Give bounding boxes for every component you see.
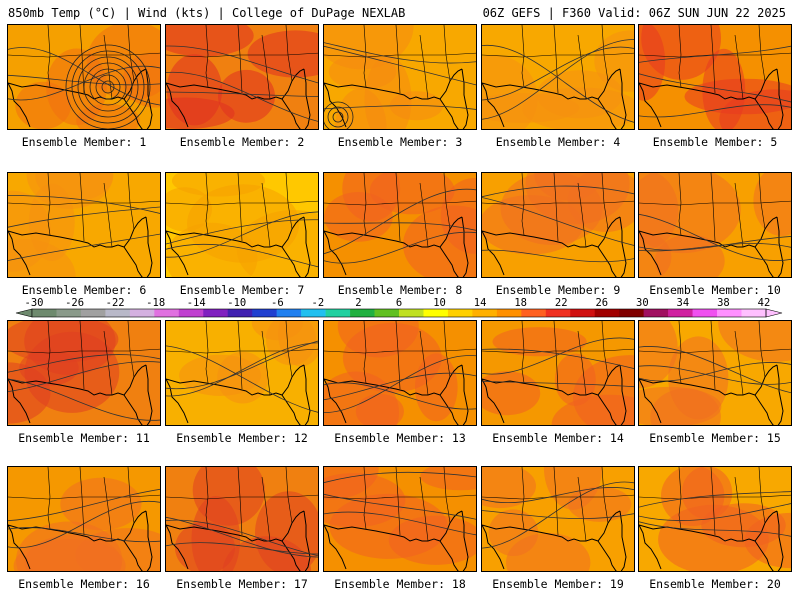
colorbar-swatch	[472, 309, 498, 317]
colorbar-swatch	[619, 309, 644, 317]
ensemble-member-map	[638, 466, 792, 572]
ensemble-member-label: Ensemble Member: 1	[21, 135, 147, 149]
colorbar-swatch	[227, 309, 253, 317]
ensemble-member-map	[7, 172, 161, 278]
ensemble-member-map	[638, 24, 792, 130]
colorbar-swatch	[105, 309, 131, 317]
colorbar-tick-label: 18	[514, 297, 527, 309]
colorbar-swatch	[350, 309, 375, 317]
ensemble-member-label: Ensemble Member: 16	[18, 577, 150, 591]
colorbar-tick-label: 38	[717, 297, 730, 309]
ensemble-member-label: Ensemble Member: 18	[334, 577, 466, 591]
ensemble-member-label: Ensemble Member: 15	[649, 431, 781, 445]
colorbar-tick-label: 30	[636, 297, 649, 309]
ensemble-member-label: Ensemble Member: 5	[652, 135, 778, 149]
colorbar-swatch	[325, 309, 351, 317]
colorbar-swatch	[521, 309, 547, 317]
map-title: 850mb Temp (°C) | Wind (kts) | College o…	[8, 6, 406, 20]
ensemble-member-label: Ensemble Member: 3	[337, 135, 463, 149]
ensemble-member-label: Ensemble Member: 14	[492, 431, 624, 445]
ensemble-member-map	[165, 466, 319, 572]
ensemble-member-map	[481, 172, 635, 278]
colorbar-swatch	[692, 309, 718, 317]
colorbar-swatch	[374, 309, 400, 317]
colorbar-tick-label: 26	[595, 297, 609, 309]
ensemble-member-label: Ensemble Member: 19	[492, 577, 624, 591]
colorbar-swatch	[717, 309, 742, 317]
model-run-info: 06Z GEFS | F360 Valid: 06Z SUN JUN 22 20…	[482, 6, 786, 20]
ensemble-member-map	[7, 320, 161, 426]
ensemble-member-map	[638, 172, 792, 278]
colorbar-min-arrow	[15, 308, 33, 318]
colorbar-swatch	[252, 309, 277, 317]
colorbar-swatch	[154, 309, 180, 317]
ensemble-member-map	[323, 466, 477, 572]
colorbar-swatch	[178, 309, 204, 317]
ensemble-member-label: Ensemble Member: 7	[179, 283, 305, 297]
colorbar-swatch	[399, 309, 424, 317]
ensemble-member-map	[638, 320, 792, 426]
ensemble-member-label: Ensemble Member: 4	[495, 135, 621, 149]
colorbar-swatch	[668, 309, 693, 317]
ensemble-member-label: Ensemble Member: 11	[18, 431, 150, 445]
ensemble-member-label: Ensemble Member: 12	[176, 431, 308, 445]
colorbar-tick-label: 22	[554, 297, 568, 309]
colorbar-swatch	[741, 309, 767, 317]
colorbar-tick-label: -10	[227, 297, 247, 309]
colorbar-tick-label: -14	[186, 297, 206, 309]
colorbar-swatch	[643, 309, 669, 317]
ensemble-member-map	[7, 466, 161, 572]
ensemble-member-map	[323, 320, 477, 426]
ensemble-member-label: Ensemble Member: 10	[649, 283, 781, 297]
ensemble-member-label: Ensemble Member: 8	[337, 283, 463, 297]
temperature-colorbar	[15, 308, 783, 318]
ensemble-member-label: Ensemble Member: 17	[176, 577, 308, 591]
colorbar-tick-label: -6	[271, 297, 284, 309]
colorbar-tick-label: 6	[395, 297, 403, 309]
colorbar-tick-label: -30	[24, 297, 44, 309]
colorbar-tick-label: 10	[433, 297, 446, 309]
ensemble-member-map	[481, 24, 635, 130]
ensemble-member-map	[481, 466, 635, 572]
colorbar-swatch	[203, 309, 229, 317]
colorbar-tick-label: 34	[676, 297, 690, 309]
ensemble-member-label: Ensemble Member: 9	[495, 283, 621, 297]
colorbar-swatch	[570, 309, 596, 317]
ensemble-member-label: Ensemble Member: 20	[649, 577, 781, 591]
colorbar-tick-label: -18	[146, 297, 166, 309]
colorbar-swatch	[496, 309, 522, 317]
colorbar-tick-label: -22	[105, 297, 125, 309]
colorbar-swatch	[32, 309, 57, 317]
colorbar-max-arrow	[765, 308, 783, 318]
ensemble-member-map	[323, 172, 477, 278]
colorbar-swatch	[545, 309, 571, 317]
ensemble-member-map	[165, 172, 319, 278]
colorbar-swatch	[301, 309, 326, 317]
ensemble-member-label: Ensemble Member: 13	[334, 431, 466, 445]
colorbar-tick-label: 42	[757, 297, 771, 309]
colorbar-swatch	[447, 309, 473, 317]
ensemble-member-map	[323, 24, 477, 130]
colorbar-tick-label: -26	[65, 297, 85, 309]
ensemble-member-label: Ensemble Member: 6	[21, 283, 147, 297]
ensemble-member-map	[165, 320, 319, 426]
ensemble-member-map	[165, 24, 319, 130]
colorbar-swatch	[276, 309, 302, 317]
colorbar-swatch	[423, 309, 449, 317]
ensemble-member-map	[7, 24, 161, 130]
colorbar-tick-label: -2	[311, 297, 325, 309]
colorbar-swatch	[56, 309, 82, 317]
colorbar-tick-label: 2	[355, 297, 362, 309]
colorbar-swatch	[129, 309, 155, 317]
colorbar-swatch	[594, 309, 620, 317]
colorbar-swatch	[80, 309, 106, 317]
colorbar-tick-label: 14	[473, 297, 487, 309]
ensemble-member-label: Ensemble Member: 2	[179, 135, 305, 149]
ensemble-member-map	[481, 320, 635, 426]
